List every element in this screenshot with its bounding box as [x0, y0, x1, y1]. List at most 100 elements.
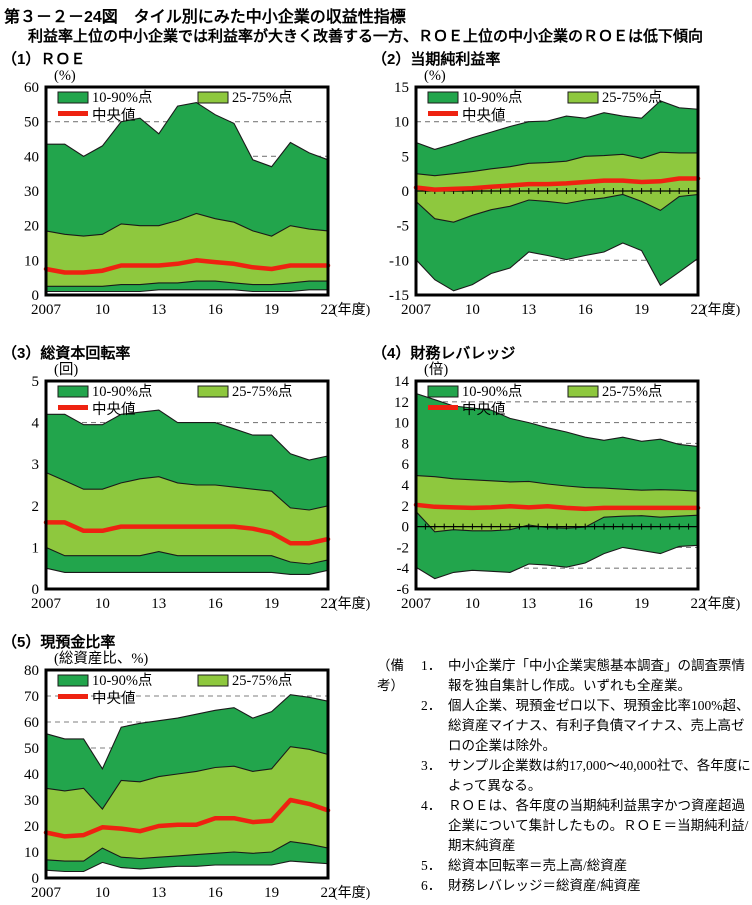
plot-frame [44, 379, 330, 591]
y-axis-unit-label: (倍) [424, 361, 448, 378]
chart-section-net-profit-margin: （2）当期純利益率 -15 -10 -5 0 5 10 15 (%) 2007 10 13 16 19 2… [370, 48, 752, 317]
y-tick-label: 0 [402, 184, 410, 200]
y-tick-label: 80 [24, 663, 39, 679]
legend-label-25-75: 25-75%点 [602, 89, 662, 106]
y-tick-label: 12 [394, 395, 409, 411]
y-tick-label: 0 [32, 871, 40, 887]
x-axis-unit-label: (年度) [703, 302, 741, 317]
note-number: 5． [421, 857, 442, 873]
legend-swatch-10-90 [427, 91, 459, 104]
median-line [413, 502, 701, 512]
chart-roe: 0 10 20 30 40 50 60 (%) 2007 10 13 16 19 22(年度) 10-90%… [24, 68, 371, 317]
legend-swatch-10-90 [427, 385, 459, 398]
legend-swatch-25-75 [197, 91, 229, 104]
chart-heading-net-profit-margin: （2）当期純利益率 [372, 51, 501, 68]
chart-net-profit-margin: -15 -10 -5 0 5 10 15 (%) 2007 10 13 16 19 22(年度) 10-90… [389, 68, 741, 317]
y-tick-label: 10 [24, 845, 39, 861]
x-tick-label: 19 [264, 302, 279, 317]
chart-heading-financial-leverage: （4）財務レバレッジ [372, 345, 516, 362]
chart-heading-cash-ratio: （5）現預金比率 [2, 634, 116, 651]
x-tick-label: 22 [321, 302, 336, 317]
legend-label-10-90: 10-90%点 [462, 89, 522, 106]
median-line [43, 797, 331, 839]
note-text: サンプル企業数は約17,000～40,000社で、各年度によって異なる。 [448, 757, 751, 793]
notes-label: （備考） [377, 658, 404, 693]
note-number: 4． [421, 797, 442, 813]
note-item: 2． 個人企業、現預金ゼロ以下、現預金比率100%超、総資産マイナス、有利子負債マ… [421, 696, 752, 756]
y-tick-label: 2 [32, 499, 40, 515]
chart-section-capital-turnover: （3）総資本回転率 0 1 2 3 4 5 (回) 2007 10 13 16 19 22 (年度) 10-… [0, 342, 382, 611]
note-text: 財務レバレッジ＝総資産/純資産 [448, 877, 641, 893]
x-tick-label: 13 [151, 885, 166, 900]
legend-label-median: 中央値 [462, 401, 506, 418]
legend-swatch-10-90 [57, 674, 89, 687]
x-tick-label: 19 [264, 885, 279, 900]
y-axis-unit-label: (%) [54, 68, 76, 84]
chart-section-roe: （1）ＲＯＥ 0 10 20 30 40 50 60 (%) 2007 10 13 16 19 22 (年度… [0, 48, 382, 317]
chart-heading-roe: （1）ＲＯＥ [2, 51, 86, 68]
y-tick-label: 4 [32, 416, 40, 432]
x-tick-label: 13 [151, 302, 166, 317]
legend-swatch-median [58, 694, 88, 699]
legend-label-median: 中央値 [92, 401, 136, 418]
note-number: 2． [421, 697, 442, 713]
x-tick-label: 10 [95, 596, 110, 611]
note-text: ＲＯＥは、各年度の当期純利益黒字かつ資産超過企業について集計したもの。ＲＯＥ＝当… [448, 797, 749, 853]
y-tick-label: 1 [32, 540, 40, 556]
y-tick-label: -4 [397, 561, 410, 577]
y-tick-label: -6 [397, 582, 410, 598]
legend-swatch-10-90 [57, 385, 89, 398]
plot-frame [44, 85, 330, 297]
y-tick-label: 14 [394, 374, 410, 390]
legend-swatch-median [428, 405, 458, 410]
note-item: 4． ＲＯＥは、各年度の当期純利益黒字かつ資産超過企業について集計したもの。ＲＯＥ… [421, 796, 752, 856]
y-tick-label: 50 [24, 741, 39, 757]
y-tick-label: -15 [389, 288, 409, 304]
note-number: 3． [421, 757, 442, 773]
y-tick-label: 8 [402, 436, 410, 452]
note-text: 総資本回転率＝売上高/総資産 [448, 857, 628, 873]
median-line [43, 258, 331, 275]
note-number: 6． [421, 877, 442, 893]
x-axis-unit-label: (年度) [703, 596, 741, 611]
y-tick-label: 60 [24, 715, 39, 731]
chart-section-financial-leverage: （4）財務レバレッジ -6 -4 -2 0 2 4 6 8 10 12 14 (倍) 2007 10 13 1… [370, 342, 752, 611]
legend-label-median: 中央値 [462, 107, 506, 124]
notes-list: 1． 中小企業庁「中小企業実態基本調査」の調査票情報を独自集計し作成。いずれも全産… [421, 656, 752, 896]
y-tick-label: 15 [394, 80, 409, 96]
y-tick-label: 30 [24, 184, 39, 200]
y-axis-unit-label: (%) [424, 68, 446, 84]
x-axis-unit-label: (年度) [333, 302, 371, 317]
y-tick-label: -10 [389, 253, 409, 269]
y-tick-label: 10 [394, 115, 409, 131]
plot-frame [414, 379, 700, 591]
x-tick-label: 16 [208, 596, 224, 611]
y-tick-label: 40 [24, 149, 39, 165]
figure-title: 第３－２－24図 タイル別にみた中小企業の収益性指標 [4, 9, 406, 26]
legend-swatch-25-75 [197, 674, 229, 687]
chart-financial-leverage: -6 -4 -2 0 2 4 6 8 10 12 14 (倍) 2007 10 13 16 19 22(年度) 10… [394, 361, 741, 611]
y-tick-label: 5 [402, 149, 410, 165]
chart-capital-turnover: 0 1 2 3 4 5 (回) 2007 10 13 16 19 22(年度) 10-90%点 25-75%… [31, 361, 371, 611]
x-tick-label: 13 [151, 596, 166, 611]
x-tick-label: 22 [321, 596, 336, 611]
x-tick-label: 2007 [31, 596, 62, 611]
y-axis-unit-label: (総資産比、%) [54, 650, 148, 667]
x-tick-label: 2007 [401, 302, 432, 317]
legend-label-25-75: 25-75%点 [232, 383, 292, 400]
y-tick-label: 10 [24, 253, 39, 269]
x-axis-unit-label: (年度) [333, 885, 371, 900]
note-text: 中小企業庁「中小企業実態基本調査」の調査票情報を独自集計し作成。いずれも全産業。 [448, 658, 745, 693]
note-item: 1． 中小企業庁「中小企業実態基本調査」の調査票情報を独自集計し作成。いずれも全産… [421, 656, 752, 696]
notes: （備考） 1． 中小企業庁「中小企業実態基本調査」の調査票情報を独自集計し作成。い… [377, 656, 752, 896]
y-tick-label: 20 [24, 219, 39, 235]
y-tick-label: 30 [24, 793, 39, 809]
x-tick-label: 22 [691, 596, 706, 611]
legend-label-10-90: 10-90%点 [462, 383, 522, 400]
y-axis-unit-label: (回) [54, 361, 78, 378]
x-tick-label: 19 [264, 596, 279, 611]
y-tick-label: -2 [397, 540, 410, 556]
